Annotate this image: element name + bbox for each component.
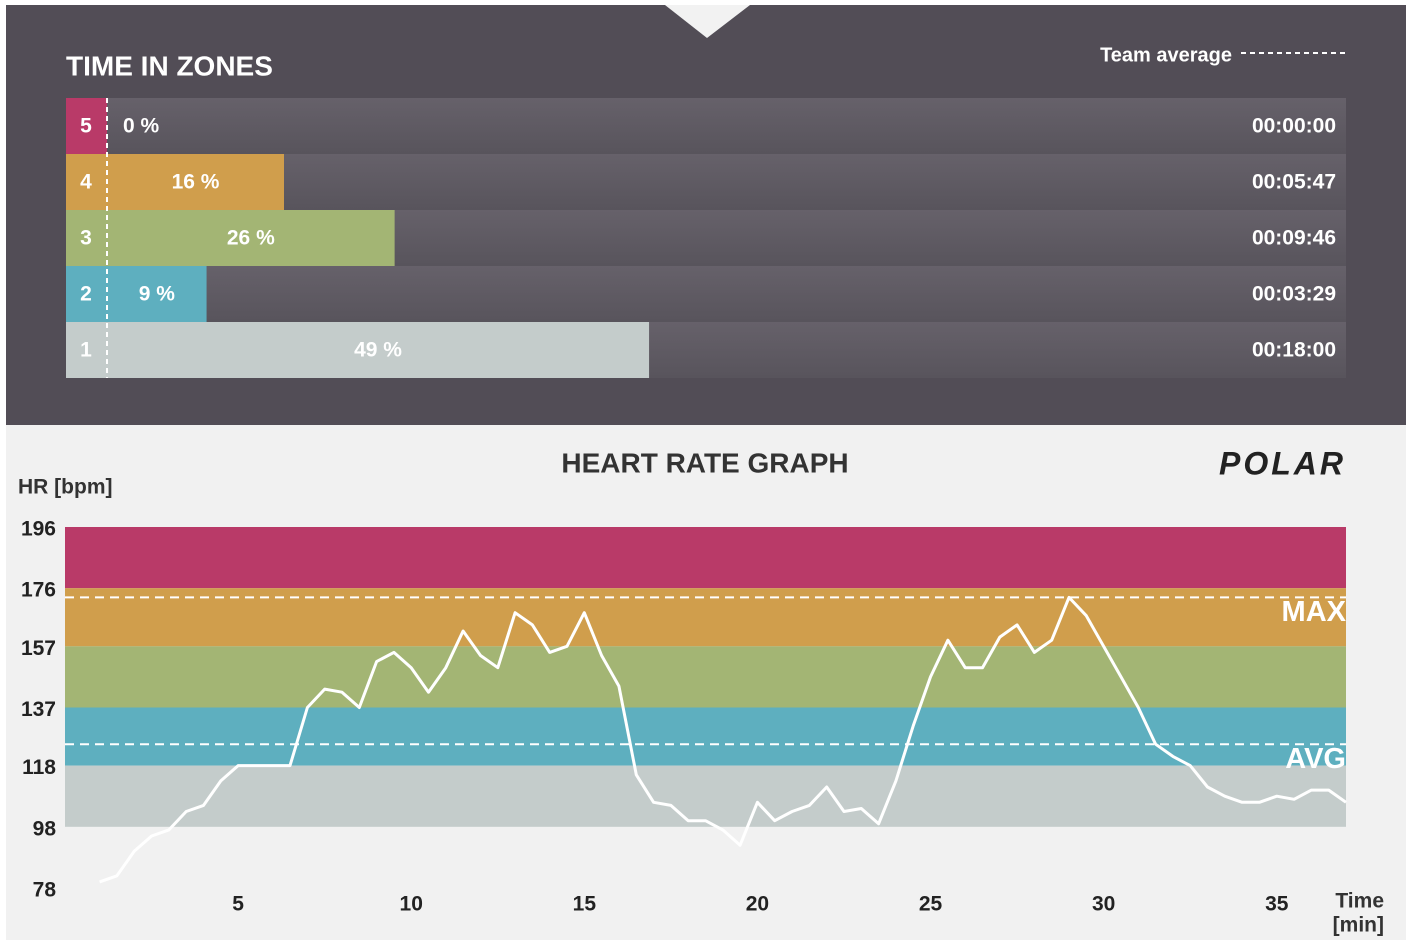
y-tick-label: 98 [33, 817, 57, 840]
bar [107, 322, 650, 378]
duration-label: 00:09:46 [1252, 227, 1336, 250]
zone-band [65, 646, 1346, 708]
zone-box [66, 98, 107, 154]
zone-label: 5 [80, 115, 92, 138]
zone-label: 4 [80, 171, 92, 194]
value-label: 0 % [123, 115, 160, 138]
notch [665, 5, 750, 38]
bar [107, 266, 207, 322]
duration-label: 00:18:00 [1252, 339, 1336, 362]
duration-label: 00:03:29 [1252, 283, 1336, 306]
x-tick-label: 35 [1265, 893, 1289, 916]
x-tick-label: 10 [400, 893, 423, 916]
y-tick-label: 118 [22, 756, 56, 779]
x-tick-label: 25 [919, 893, 943, 916]
zone-box [66, 322, 107, 378]
zone-band [65, 765, 1346, 827]
zone-label: 1 [80, 339, 92, 362]
value-label: 26 % [227, 227, 275, 250]
zone-box [66, 154, 107, 210]
zone-box [66, 266, 107, 322]
y-tick-label: 137 [21, 698, 56, 721]
row-background [66, 266, 1346, 322]
y-tick-label: 176 [21, 579, 56, 602]
zone-band [65, 527, 1346, 589]
x-tick-label: 15 [573, 893, 597, 916]
y-axis-label: HR [bpm] [18, 476, 112, 499]
zone-box [66, 210, 107, 266]
value-label: 9 % [139, 283, 176, 306]
y-tick-label: 157 [21, 637, 56, 660]
bar [107, 210, 395, 266]
zone-label: 3 [80, 227, 92, 250]
zones-title: TIME IN ZONES [66, 50, 273, 81]
x-tick-label: 5 [232, 893, 244, 916]
x-tick-label: 20 [746, 893, 769, 916]
logo: POLAR [1219, 445, 1346, 481]
duration-label: 00:05:47 [1252, 171, 1336, 194]
x-tick-label: 30 [1092, 893, 1115, 916]
legend-label: Team average [1100, 44, 1232, 66]
y-tick-label: 78 [33, 879, 57, 902]
value-label: 49 % [354, 339, 402, 362]
zone-band [65, 707, 1346, 766]
value-label: 16 % [172, 171, 220, 194]
hr-line [99, 595, 1347, 884]
duration-label: 00:00:00 [1252, 115, 1336, 138]
x-axis-label: [min] [1333, 914, 1384, 937]
graph-title: HEART RATE GRAPH [561, 447, 848, 478]
y-tick-label: 196 [21, 518, 56, 541]
row-background [66, 98, 1346, 154]
reference-label: MAX [1282, 596, 1347, 628]
heart-rate-graph: HEART RATE GRAPH HR [bpm] POLAR Time [mi… [18, 445, 1384, 936]
zone-label: 2 [80, 283, 92, 306]
time-in-zones: TIME IN ZONES Team average 5 0 % 00:00:00 4… [66, 44, 1346, 378]
x-axis-label: Time [1335, 890, 1384, 913]
reference-label: AVG [1285, 743, 1346, 775]
bar [107, 154, 284, 210]
